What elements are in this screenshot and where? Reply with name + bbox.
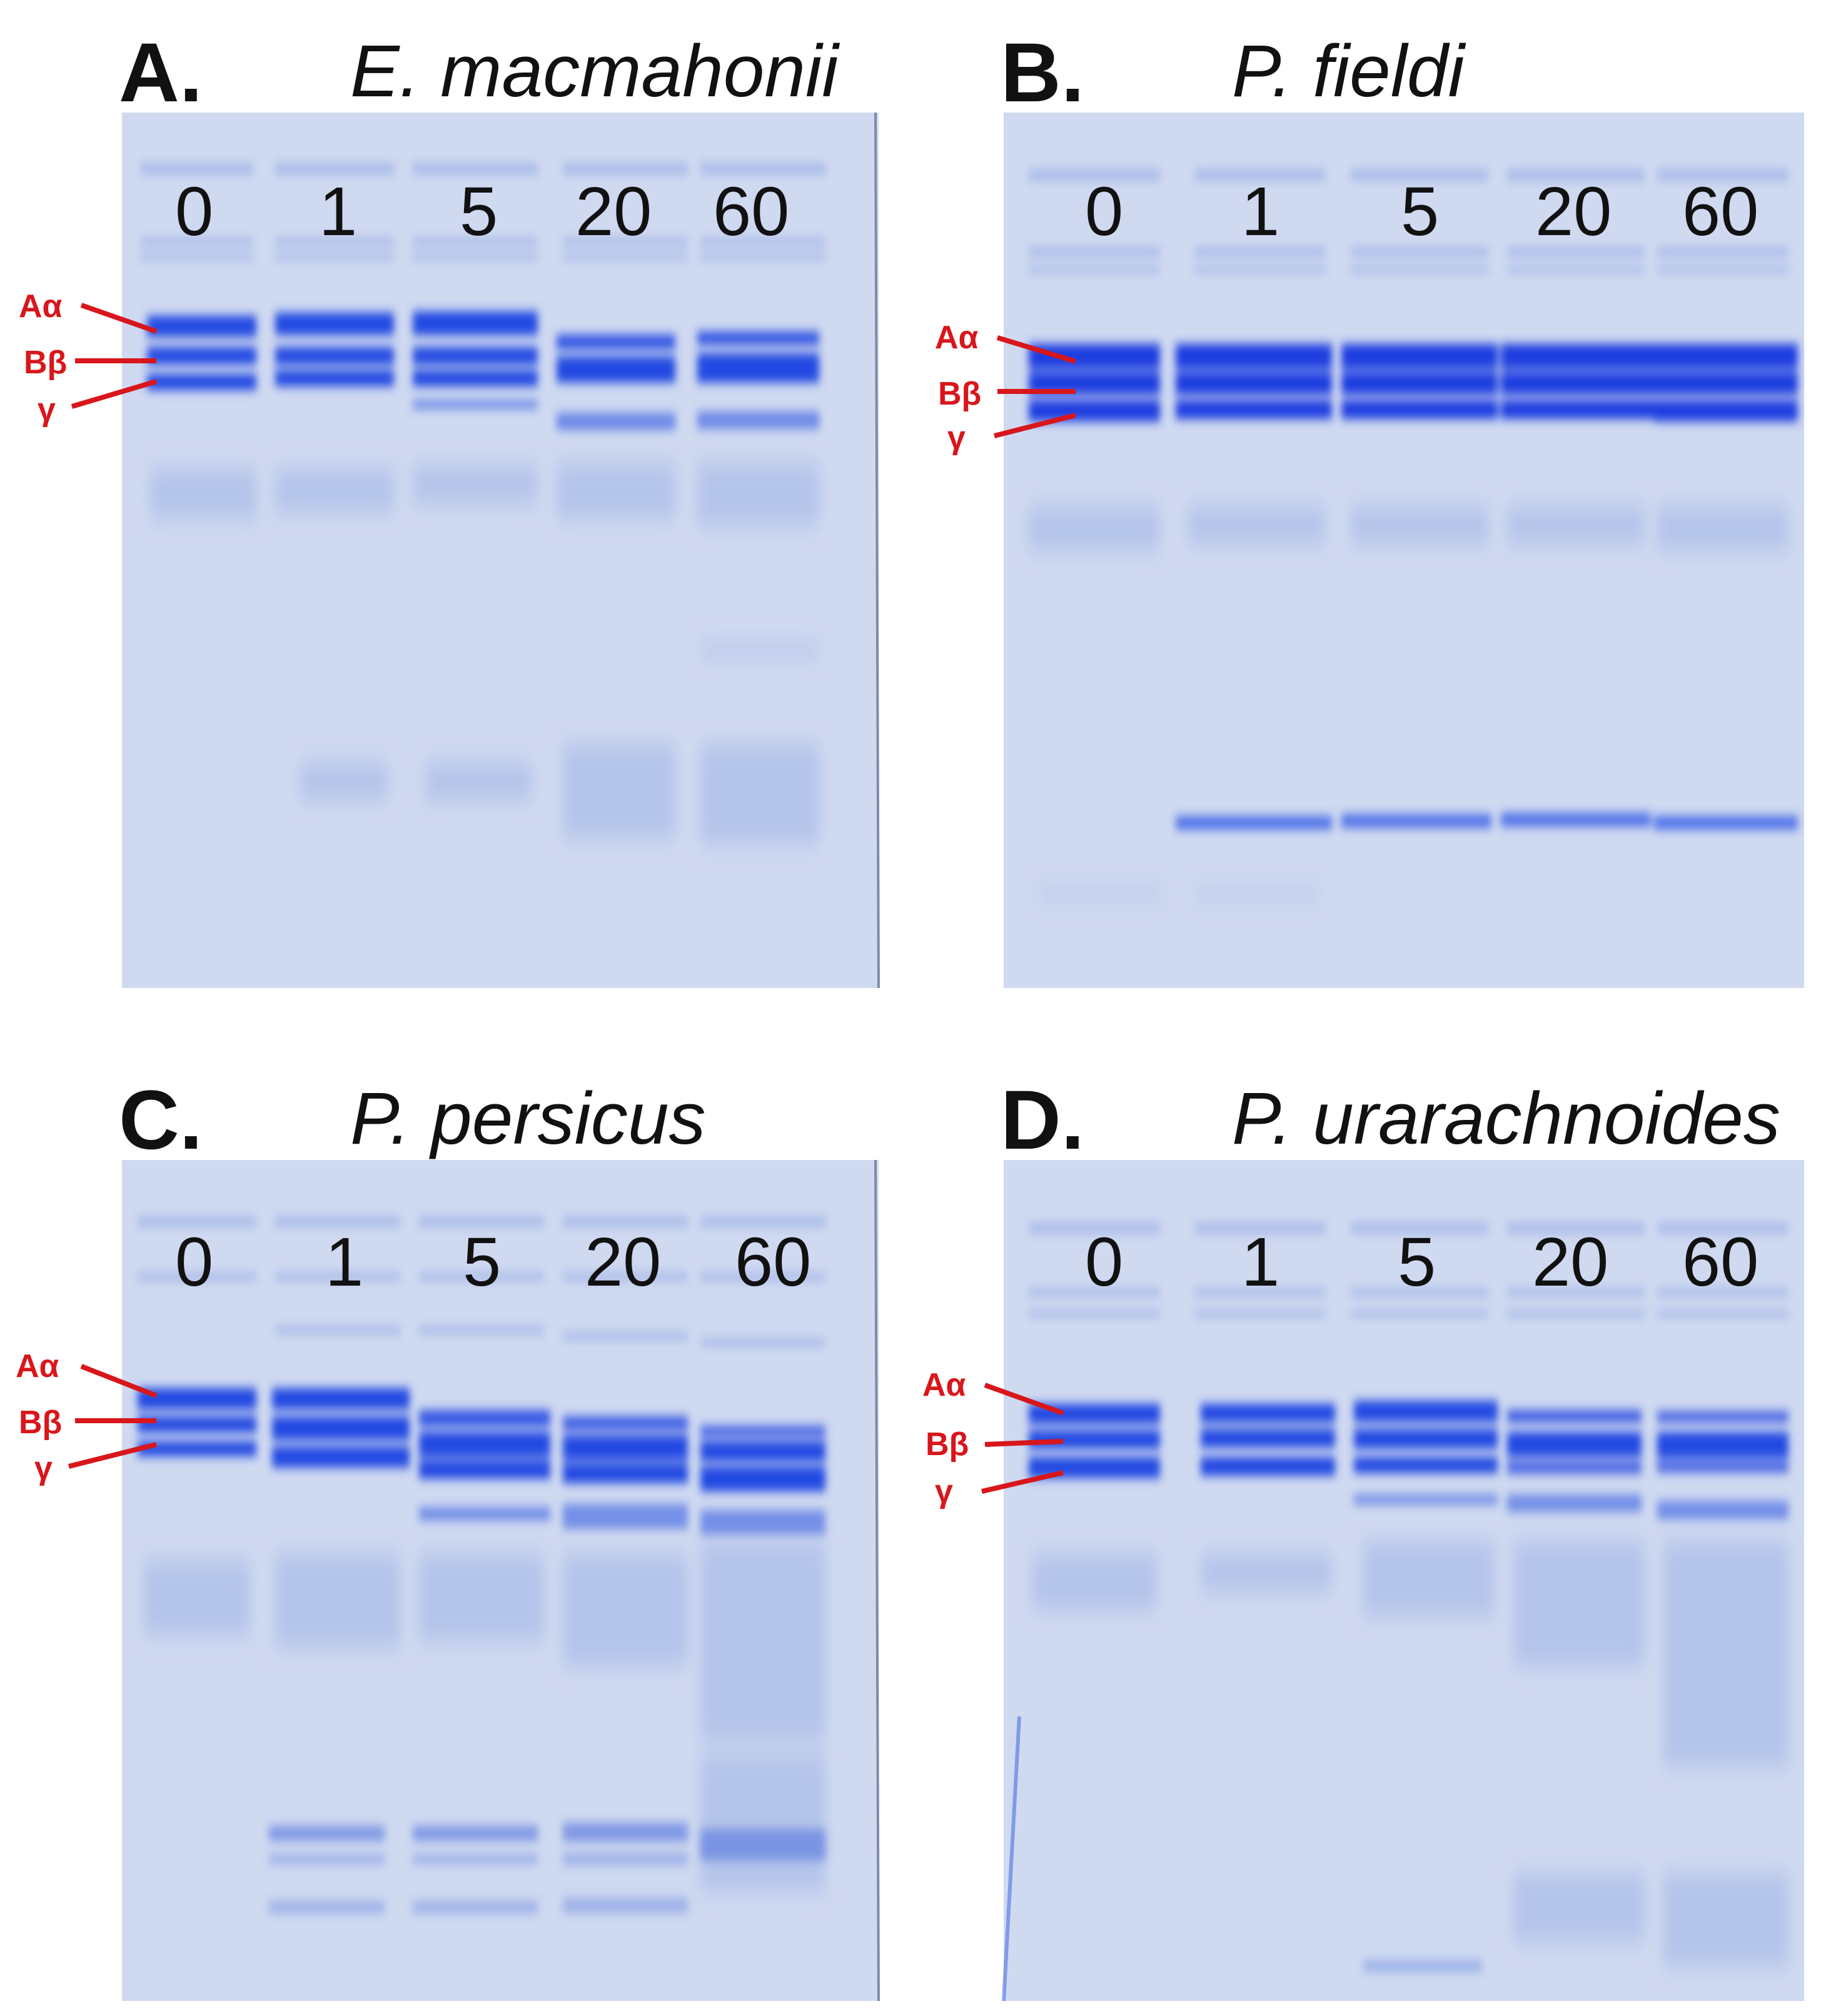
band-marker-gamma: γ	[947, 420, 966, 456]
panel-letter: D.	[1001, 1074, 1084, 1167]
band-marker-gamma: γ	[935, 1473, 953, 1509]
lane-label: 5	[1398, 1224, 1436, 1301]
band-marker-beta: Bβ	[24, 345, 68, 381]
panel-letter: B.	[1001, 26, 1084, 119]
band-marker-alpha: Aα	[16, 1348, 59, 1384]
lane-label: 5	[460, 173, 498, 250]
lane-label: 5	[1401, 173, 1440, 250]
lane-label: 1	[325, 1224, 364, 1301]
gel-image	[0, 106, 894, 1007]
lane-label: 60	[735, 1224, 812, 1301]
lane-label: 60	[1682, 1224, 1759, 1301]
band-marker-alpha: Aα	[19, 288, 63, 325]
lane-label: 1	[1241, 1224, 1280, 1301]
panel-species-title: P. persicus	[350, 1077, 706, 1160]
lane-label: 0	[175, 1224, 214, 1301]
gel-image	[875, 1154, 1826, 2010]
lane-label: 20	[575, 173, 652, 250]
panel-letter: C.	[119, 1074, 203, 1167]
marker-lines	[68, 1364, 158, 1469]
lane-label: 5	[463, 1224, 502, 1301]
lane-label: 1	[1241, 173, 1280, 250]
band-marker-gamma: γ	[34, 1450, 53, 1486]
band-marker-gamma: γ	[38, 391, 56, 428]
lane-label: 1	[319, 173, 358, 250]
gel-image	[0, 1154, 894, 2010]
panel-species-title: P. urarachnoides	[1232, 1077, 1780, 1160]
lane-label: 20	[585, 1224, 662, 1301]
lane-label: 0	[1085, 1224, 1124, 1301]
band-marker-alpha: Aα	[922, 1367, 966, 1403]
lane-label: 0	[175, 173, 214, 250]
panel-letter: A.	[119, 26, 203, 119]
lane-label: 60	[1682, 173, 1759, 250]
panel-species-title: P. fieldi	[1232, 30, 1465, 113]
band-marker-alpha: Aα	[935, 320, 979, 356]
band-marker-beta: Bβ	[926, 1426, 969, 1463]
lane-label: 60	[713, 173, 790, 250]
marker-lines	[71, 303, 158, 409]
gel-image	[875, 106, 1826, 1007]
marker-lines	[981, 1383, 1064, 1494]
band-marker-beta: Bβ	[19, 1404, 63, 1441]
marker-lines	[994, 335, 1076, 438]
panel-species-title: E. macmahonii	[350, 30, 839, 113]
band-marker-beta: Bβ	[938, 376, 982, 412]
lane-label: 20	[1535, 173, 1612, 250]
lane-label: 20	[1532, 1224, 1609, 1301]
lane-label: 0	[1085, 173, 1124, 250]
